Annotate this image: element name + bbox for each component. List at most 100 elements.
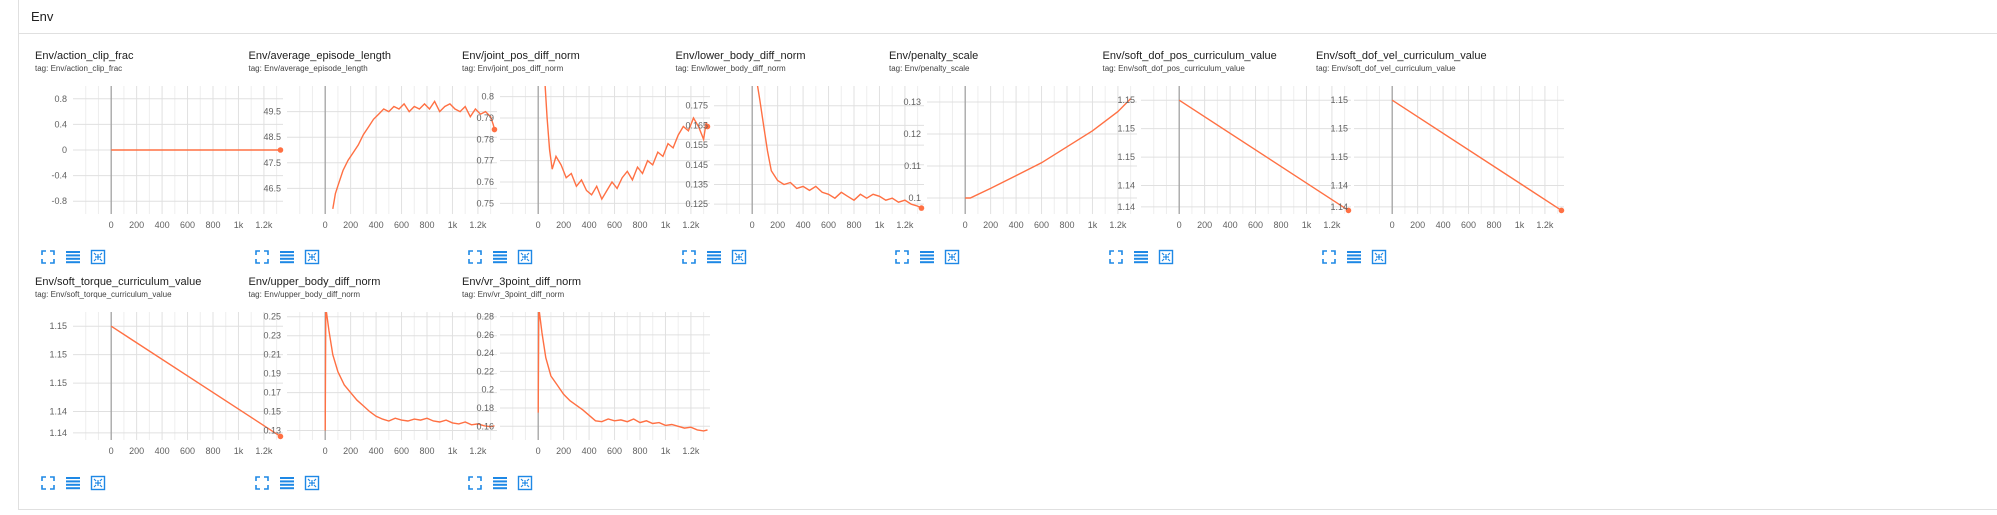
chart-plot[interactable]: 0 200 400 600 800 1k 1.2k 0.25 0.23 0.21 0.19 0.17 0… (249, 302, 511, 472)
y-tick-label: 0.25 (263, 312, 281, 322)
fit-domain-icon[interactable] (304, 475, 320, 491)
chart-toolbar (40, 249, 106, 265)
series-end-point (1345, 207, 1351, 214)
x-tick-label: 800 (1059, 220, 1074, 230)
y-tick-label: 0.4 (54, 119, 67, 129)
fit-domain-icon[interactable] (1371, 249, 1387, 265)
chart-card: Env/joint_pos_diff_norm tag: Env/joint_po… (462, 50, 724, 270)
fit-domain-icon[interactable] (944, 249, 960, 265)
section-header[interactable]: Env (18, 0, 1997, 34)
data-table-icon[interactable] (492, 249, 508, 265)
fit-domain-icon[interactable] (1158, 249, 1174, 265)
series-line (544, 86, 709, 201)
series-line (1391, 99, 1562, 211)
chart-plot[interactable]: 0 200 400 600 800 1k 1.2k 0.13 0.12 0.11 0.1 (889, 76, 1151, 246)
x-tick-label: 0 (1176, 220, 1181, 230)
chart-plot[interactable]: 0 200 400 600 800 1k 1.2k 1.15 1.15 1.15 1.14 1.14 (35, 302, 297, 472)
data-table-icon[interactable] (65, 475, 81, 491)
fullscreen-icon[interactable] (254, 249, 270, 265)
fit-domain-icon[interactable] (517, 249, 533, 265)
chart-tag: tag: Env/upper_body_diff_norm (248, 290, 360, 299)
data-table-icon[interactable] (1346, 249, 1362, 265)
fullscreen-icon[interactable] (894, 249, 910, 265)
section-body (18, 34, 1997, 510)
x-tick-label: 600 (180, 446, 195, 456)
x-tick-label: 600 (607, 220, 622, 230)
chart-title: Env/penalty_scale (889, 50, 979, 62)
x-tick-label: 200 (770, 220, 785, 230)
chart-title: Env/soft_dof_pos_curriculum_value (1102, 50, 1277, 62)
fullscreen-icon[interactable] (467, 249, 483, 265)
chart-tag: tag: Env/penalty_scale (889, 64, 970, 73)
x-tick-label: 400 (368, 446, 383, 456)
y-tick-label: 0.18 (476, 403, 494, 413)
x-tick-label: 600 (394, 220, 409, 230)
chart-title: Env/soft_dof_vel_curriculum_value (1316, 50, 1487, 62)
chart-plot[interactable]: 0 200 400 600 800 1k 1.2k 0.8 0.79 0.78 0.77 0.76 0.… (462, 76, 724, 246)
y-tick-label: 0.13 (263, 426, 281, 436)
data-table-icon[interactable] (919, 249, 935, 265)
chart-plot[interactable]: 0 200 400 600 800 1k 1.2k 1.15 1.15 1.15 1.14 1.14 (1316, 76, 1578, 246)
data-table-icon[interactable] (65, 249, 81, 265)
y-tick-label: 0 (62, 145, 67, 155)
x-tick-label: 1.2k (1536, 220, 1554, 230)
y-tick-label: 1.15 (1117, 95, 1135, 105)
series-line (1178, 99, 1349, 211)
chart-plot[interactable]: 0 200 400 600 800 1k 1.2k 0.28 0.26 0.24 0.22 0.2 0.… (462, 302, 724, 472)
chart-tag: tag: Env/average_episode_length (248, 64, 368, 73)
y-tick-label: 0.8 (481, 92, 494, 102)
series-end-point (704, 123, 711, 130)
x-tick-label: 1k (447, 220, 457, 230)
x-tick-label: 600 (821, 220, 836, 230)
x-tick-label: 1.2k (896, 220, 914, 230)
fullscreen-icon[interactable] (681, 249, 697, 265)
data-table-icon[interactable] (492, 475, 508, 491)
chart-toolbar (894, 249, 960, 265)
y-tick-label: 1.15 (1330, 124, 1348, 134)
y-tick-label: 0.11 (904, 161, 921, 171)
series-line (110, 325, 281, 437)
chart-plot[interactable]: 0 200 400 600 800 1k 1.2k 0.8 0.4 0 -0.4 -0.8 (35, 76, 297, 246)
x-tick-label: 1k (1301, 220, 1311, 230)
fit-domain-icon[interactable] (304, 249, 320, 265)
chart-plot[interactable]: 0 200 400 600 800 1k 1.2k 0.175 0.165 0.155 0.145 0… (676, 76, 938, 246)
x-tick-label: 400 (582, 220, 597, 230)
data-table-icon[interactable] (279, 249, 295, 265)
x-tick-label: 600 (1034, 220, 1049, 230)
series-end-point (491, 126, 497, 133)
y-tick-label: 0.15 (263, 407, 281, 417)
y-tick-label: 1.14 (49, 428, 67, 438)
fullscreen-icon[interactable] (40, 475, 56, 491)
fit-domain-icon[interactable] (90, 249, 106, 265)
fullscreen-icon[interactable] (40, 249, 56, 265)
x-tick-label: 0 (322, 220, 327, 230)
fit-domain-icon[interactable] (517, 475, 533, 491)
y-tick-label: 46.5 (263, 183, 281, 193)
y-tick-label: 1.14 (1330, 181, 1348, 191)
x-tick-label: 200 (129, 446, 144, 456)
data-table-icon[interactable] (706, 249, 722, 265)
data-table-icon[interactable] (1133, 249, 1149, 265)
chart-title: Env/action_clip_frac (35, 50, 134, 62)
x-tick-label: 200 (1410, 220, 1425, 230)
y-tick-label: 48.5 (263, 132, 281, 142)
fullscreen-icon[interactable] (467, 475, 483, 491)
fullscreen-icon[interactable] (254, 475, 270, 491)
fullscreen-icon[interactable] (1108, 249, 1124, 265)
chart-plot[interactable]: 0 200 400 600 800 1k 1.2k 49.5 48.5 47.5 46.5 (249, 76, 511, 246)
fit-domain-icon[interactable] (731, 249, 747, 265)
fullscreen-icon[interactable] (1321, 249, 1337, 265)
y-tick-label: 0.19 (263, 369, 281, 379)
fit-domain-icon[interactable] (90, 475, 106, 491)
x-tick-label: 0 (536, 220, 541, 230)
x-tick-label: 400 (1009, 220, 1024, 230)
chart-toolbar (467, 249, 533, 265)
x-tick-label: 200 (343, 446, 358, 456)
y-tick-label: -0.8 (51, 196, 67, 206)
y-tick-label: 0.28 (476, 312, 494, 322)
chart-plot[interactable]: 0 200 400 600 800 1k 1.2k 1.15 1.15 1.15 1.14 1.14 (1103, 76, 1365, 246)
x-tick-label: 1k (447, 446, 457, 456)
data-table-icon[interactable] (279, 475, 295, 491)
y-tick-label: 47.5 (263, 158, 281, 168)
chart-tag: tag: Env/vr_3point_diff_norm (462, 290, 565, 299)
